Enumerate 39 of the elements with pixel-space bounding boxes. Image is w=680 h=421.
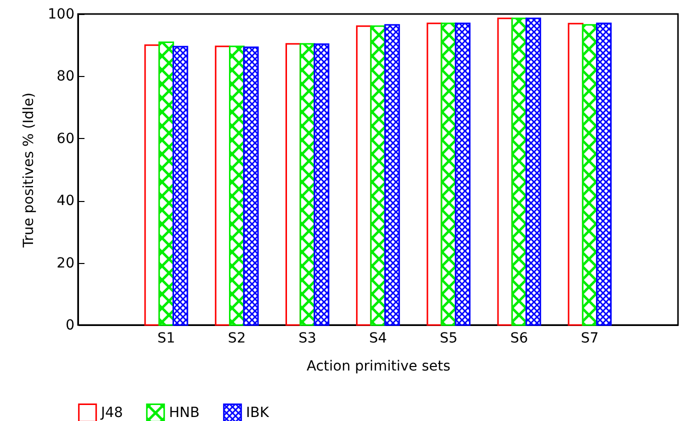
y-tick-label: 60 — [56, 130, 74, 147]
x-axis-title: Action primitive sets — [306, 358, 450, 374]
bar — [511, 18, 527, 326]
y-tick-label: 20 — [56, 255, 74, 272]
x-tick-label: S3 — [298, 330, 316, 346]
bar — [568, 22, 584, 326]
bar — [384, 24, 400, 326]
legend-label: J48 — [100, 404, 123, 421]
bar — [172, 46, 188, 326]
bar — [314, 43, 330, 326]
y-tick-label: 40 — [56, 193, 74, 210]
bar — [426, 22, 442, 326]
bar — [214, 46, 231, 326]
bar — [497, 18, 513, 326]
legend-label: HNB — [169, 404, 200, 421]
x-tick-label: S5 — [440, 330, 458, 346]
x-tick-label: S1 — [157, 330, 176, 346]
bar — [596, 22, 612, 326]
bar — [356, 25, 372, 326]
bar — [229, 46, 245, 326]
bar — [300, 43, 316, 326]
x-tick-label: S7 — [580, 330, 599, 346]
y-tick-label: 0 — [66, 318, 74, 334]
bar — [144, 44, 160, 326]
x-tick-label: S6 — [510, 330, 528, 346]
bar — [285, 43, 302, 326]
y-tick-label: 100 — [48, 6, 74, 22]
bar — [243, 46, 259, 326]
bar — [525, 18, 542, 326]
y-tick-label: 80 — [56, 68, 74, 85]
bar — [582, 24, 598, 326]
y-axis-title: True positives % (Idle) — [20, 92, 37, 249]
x-tick-label: S4 — [369, 330, 387, 346]
bar — [158, 42, 174, 326]
x-tick-label: S2 — [228, 330, 246, 346]
bar — [454, 22, 471, 326]
bar — [370, 25, 386, 326]
bar — [440, 22, 456, 326]
legend-label: IBK — [246, 404, 270, 421]
